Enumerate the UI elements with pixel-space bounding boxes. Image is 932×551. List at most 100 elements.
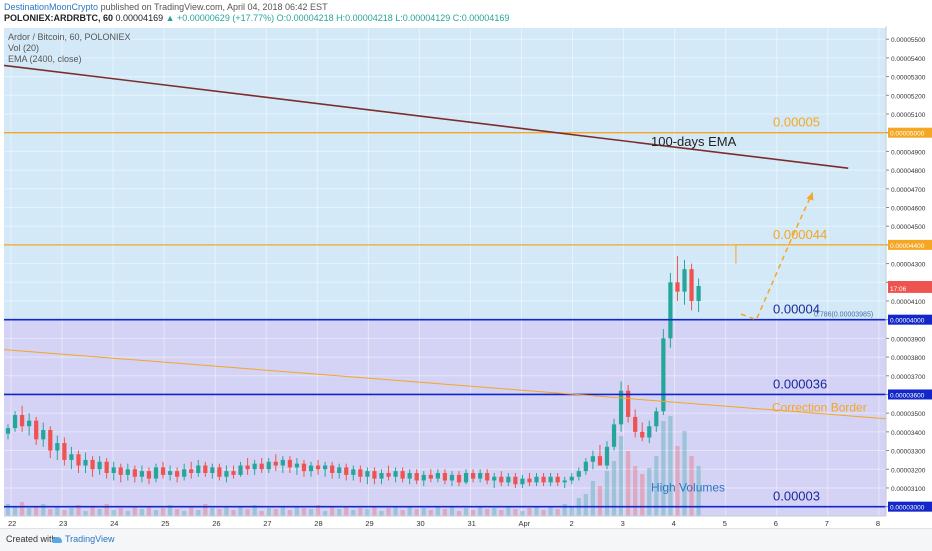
volume-bar <box>146 507 152 516</box>
volume-bar <box>153 510 159 516</box>
candle-body <box>470 472 476 479</box>
price-badge-label: 0.00004000 <box>890 318 925 325</box>
volume-bar <box>449 507 455 516</box>
volume-bar <box>590 481 596 516</box>
time-tick-label: 6 <box>774 519 778 528</box>
candle-body <box>34 420 39 440</box>
author-link[interactable]: DestinationMoonCrypto <box>4 2 99 12</box>
symbol-name[interactable]: POLONIEX:ARDRBTC, 60 <box>4 13 114 23</box>
level-label: 0.00003 <box>773 489 820 504</box>
price-tick-label: 0.00004700 <box>891 187 926 194</box>
volume-bar <box>407 507 412 516</box>
time-tick-label: 27 <box>263 519 271 528</box>
last-price: 0.00004169 <box>115 13 164 23</box>
candle-body <box>132 469 137 477</box>
footer: Created with TradingView <box>0 528 932 551</box>
time-tick-label: 25 <box>161 519 169 528</box>
candle-body <box>76 454 81 466</box>
candle-body <box>393 471 398 477</box>
time-tick-label: 31 <box>467 519 475 528</box>
volume-bar <box>280 506 285 516</box>
volume-bar <box>12 506 18 516</box>
candle-body <box>182 469 187 477</box>
candle-body <box>372 471 377 479</box>
volume-bar <box>273 509 278 516</box>
volume-bar <box>555 509 560 516</box>
volume-bar <box>470 510 476 516</box>
volume-bar <box>654 456 659 516</box>
candle-body <box>301 463 307 472</box>
candle-body <box>90 459 95 470</box>
volume-bar <box>442 509 448 516</box>
candle-body <box>407 472 412 479</box>
candle-body <box>19 415 25 427</box>
candle-body <box>506 476 511 483</box>
tradingview-logo[interactable]: TradingView <box>52 534 115 544</box>
candle-body <box>597 456 603 466</box>
volume-bar <box>393 506 398 516</box>
candle-body <box>428 474 433 479</box>
price-chart[interactable]: 0.000050.0000440.000040.0000360.00003100… <box>0 26 932 530</box>
volume-bar <box>90 507 95 516</box>
candle-body <box>478 472 483 479</box>
chart-background <box>4 28 886 516</box>
tradingview-brand: TradingView <box>65 534 115 544</box>
candle-body <box>548 476 553 483</box>
price-tick-label: 0.00004100 <box>891 299 926 306</box>
candle-body <box>640 431 645 438</box>
projection-path <box>740 192 814 321</box>
price-badge <box>888 239 932 250</box>
volume-bar <box>548 507 553 516</box>
candle-body <box>308 465 314 472</box>
candle-body <box>358 469 363 477</box>
level-label: 0.000036 <box>773 376 827 391</box>
volume-bar <box>5 504 11 516</box>
candle-body <box>689 269 694 301</box>
candle-body <box>654 411 659 427</box>
volume-bar <box>478 506 483 516</box>
candle-body <box>55 443 60 451</box>
volume-bar <box>351 510 356 516</box>
candle-body <box>322 465 328 470</box>
correction-border-line <box>3 349 887 420</box>
price-tick-label: 0.00003500 <box>891 411 926 418</box>
price-badge-label: 0.00005000 <box>890 131 925 138</box>
volume-bar <box>527 508 532 516</box>
candle-body <box>111 467 116 473</box>
candle-body <box>48 429 53 451</box>
time-tick-label: 7 <box>825 519 829 528</box>
volume-bar <box>27 508 32 516</box>
candle-body <box>224 471 229 477</box>
candle-body <box>41 429 46 440</box>
time-tick-label: 28 <box>314 519 322 528</box>
volume-bar <box>238 507 243 516</box>
candle-body <box>365 471 370 477</box>
time-tick-label: 5 <box>723 519 727 528</box>
time-tick-label: 2 <box>570 519 574 528</box>
candle-body <box>682 269 687 292</box>
chart-header: DestinationMoonCrypto published on Tradi… <box>0 0 932 26</box>
price-tick-label: 0.00003400 <box>891 430 926 437</box>
price-tick-label: 0.00005300 <box>891 75 926 82</box>
volume-bar <box>245 509 250 516</box>
candle-body <box>118 467 123 475</box>
candle-body <box>386 472 391 477</box>
candle-body <box>435 472 440 479</box>
candle-body <box>12 415 18 429</box>
volume-bar <box>604 471 610 516</box>
volume-bar <box>315 505 321 516</box>
volume-bar <box>562 504 567 516</box>
volume-bar <box>428 510 433 516</box>
candle-body <box>139 471 145 477</box>
volume-bar <box>626 451 631 516</box>
volume-bar <box>55 506 60 516</box>
volume-bar <box>252 505 257 516</box>
volume-bar <box>118 508 123 516</box>
volume-bar <box>294 507 300 516</box>
correction-border-label: Correction Border <box>772 400 867 414</box>
candle-body <box>104 461 109 473</box>
volume-bar <box>668 416 673 516</box>
level-label: 0.000044 <box>773 227 827 242</box>
annotations: 0.00005 0.000044 0.00004 0.000036 0.00003 100… <box>651 115 873 504</box>
volume-bar <box>224 506 229 516</box>
